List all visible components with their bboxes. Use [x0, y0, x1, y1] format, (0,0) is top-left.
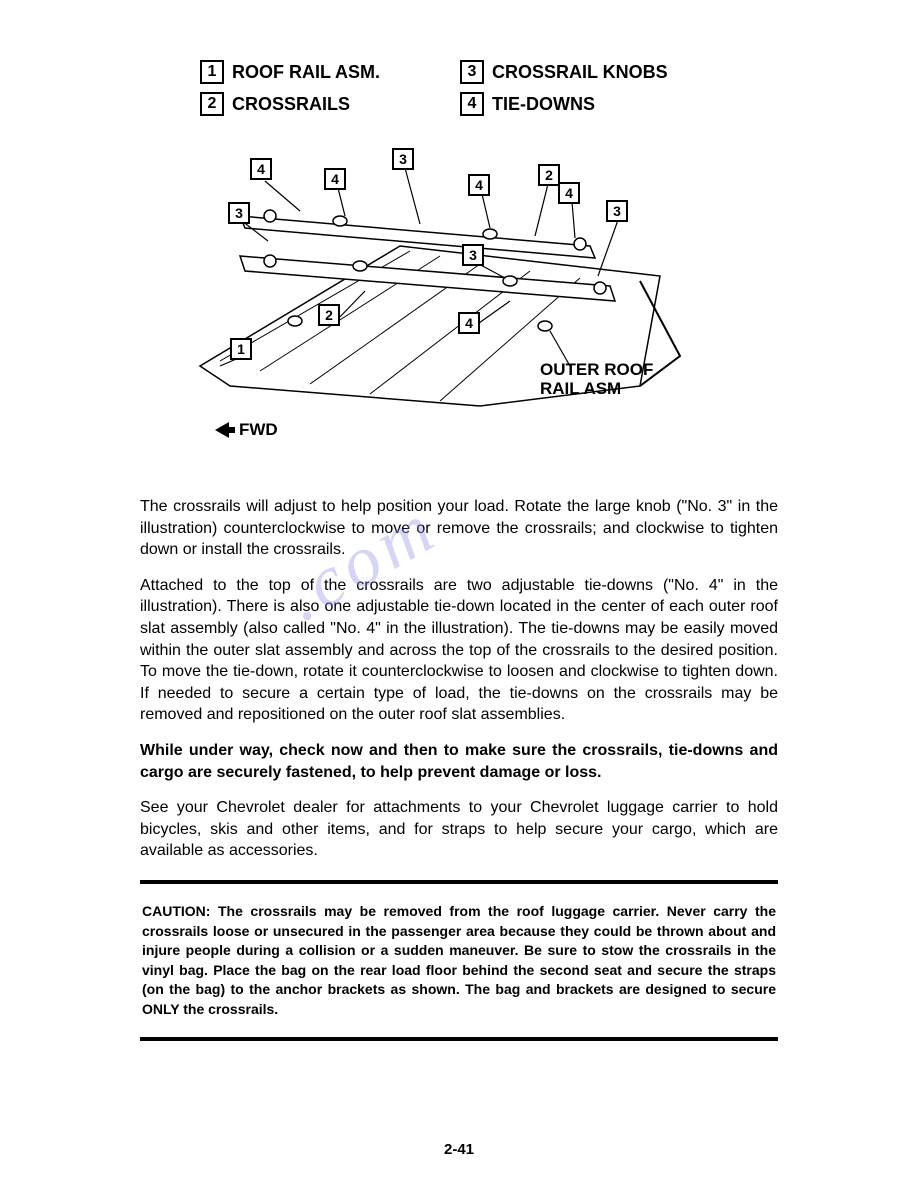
- paragraph-2: Attached to the top of the crossrails ar…: [140, 575, 778, 726]
- callout-box: 2: [318, 304, 340, 326]
- legend-item-3: 3 CROSSRAIL KNOBS: [460, 60, 668, 84]
- fwd-indicator: FWD: [215, 420, 278, 440]
- legend-col-right: 3 CROSSRAIL KNOBS 4 TIE-DOWNS: [460, 60, 668, 116]
- legend-item-4: 4 TIE-DOWNS: [460, 92, 668, 116]
- callout-box: 4: [458, 312, 480, 334]
- callout-box: 3: [606, 200, 628, 222]
- caution-block: CAUTION: The crossrails may be removed f…: [140, 902, 778, 1020]
- callout-box: 3: [462, 244, 484, 266]
- callout-box: 4: [558, 182, 580, 204]
- legend-label: ROOF RAIL ASM.: [232, 62, 380, 83]
- diagram: 4 3 4 3 4 2 4 3 3 2 4 1 OUTER ROOF RAIL …: [140, 136, 778, 456]
- divider-bottom: [140, 1037, 778, 1041]
- callout-box: 4: [250, 158, 272, 180]
- callout-box: 1: [230, 338, 252, 360]
- caution-label: CAUTION:: [142, 903, 210, 919]
- callout-box: 4: [468, 174, 490, 196]
- callout-box: 4: [324, 168, 346, 190]
- legend-box: 2: [200, 92, 224, 116]
- outer-label-line1: OUTER ROOF: [540, 360, 653, 379]
- roof-rack-illustration: [140, 136, 778, 456]
- legend: 1 ROOF RAIL ASM. 2 CROSSRAILS 3 CROSSRAI…: [200, 60, 778, 116]
- arrow-left-icon: [215, 422, 235, 438]
- caution-text: The crossrails may be removed from the r…: [142, 903, 776, 1017]
- outer-roof-rail-label: OUTER ROOF RAIL ASM: [540, 361, 653, 398]
- callout-box: 2: [538, 164, 560, 186]
- legend-item-1: 1 ROOF RAIL ASM.: [200, 60, 380, 84]
- callout-box: 3: [228, 202, 250, 224]
- page-number: 2-41: [444, 1141, 474, 1158]
- legend-box: 1: [200, 60, 224, 84]
- paragraph-3-bold: While under way, check now and then to m…: [140, 740, 778, 783]
- callout-box: 3: [392, 148, 414, 170]
- legend-box: 4: [460, 92, 484, 116]
- paragraph-1: The crossrails will adjust to help posit…: [140, 496, 778, 561]
- legend-box: 3: [460, 60, 484, 84]
- divider-top: [140, 880, 778, 884]
- fwd-text: FWD: [239, 420, 278, 440]
- legend-label: TIE-DOWNS: [492, 94, 595, 115]
- outer-label-line2: RAIL ASM: [540, 379, 621, 398]
- legend-label: CROSSRAILS: [232, 94, 350, 115]
- legend-item-2: 2 CROSSRAILS: [200, 92, 380, 116]
- legend-col-left: 1 ROOF RAIL ASM. 2 CROSSRAILS: [200, 60, 380, 116]
- paragraph-4: See your Chevrolet dealer for attachment…: [140, 797, 778, 862]
- legend-label: CROSSRAIL KNOBS: [492, 62, 668, 83]
